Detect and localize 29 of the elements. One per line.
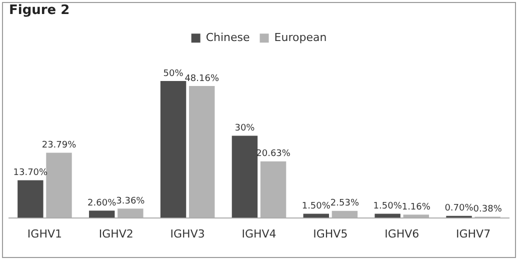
data-label: 23.79% [42,140,77,151]
data-label: 1.50% [373,202,402,212]
data-label: 1.50% [302,202,331,212]
chart-title: Figure 2 [9,3,70,18]
data-label: 13.70% [13,168,48,178]
data-label: 50% [163,68,184,79]
data-label: 0.38% [473,204,502,215]
legend-label: European [274,30,327,44]
data-label: 2.53% [330,198,360,209]
x-tick-label: IGHV4 [242,227,276,240]
x-tick-label: IGHV3 [170,227,205,240]
x-tick-label: IGHV7 [456,227,491,240]
x-tick-label: IGHV5 [313,227,348,240]
bar [89,210,115,218]
data-label: 48.16% [184,74,220,84]
bar [232,136,258,218]
bar [18,180,44,218]
data-label: 3.36% [116,196,146,206]
bar [303,214,329,218]
data-label: 2.60% [88,198,117,209]
data-label: 30% [234,124,256,134]
bar [160,80,186,218]
data-label: 1.16% [402,202,431,212]
x-tick-label: IGHV2 [98,227,134,240]
x-tick-label: IGHV6 [384,227,420,240]
legend-label: Chinese [206,30,250,44]
data-label: 0.70% [444,204,474,214]
x-tick-label: IGHV1 [27,227,62,240]
bar [374,214,400,218]
